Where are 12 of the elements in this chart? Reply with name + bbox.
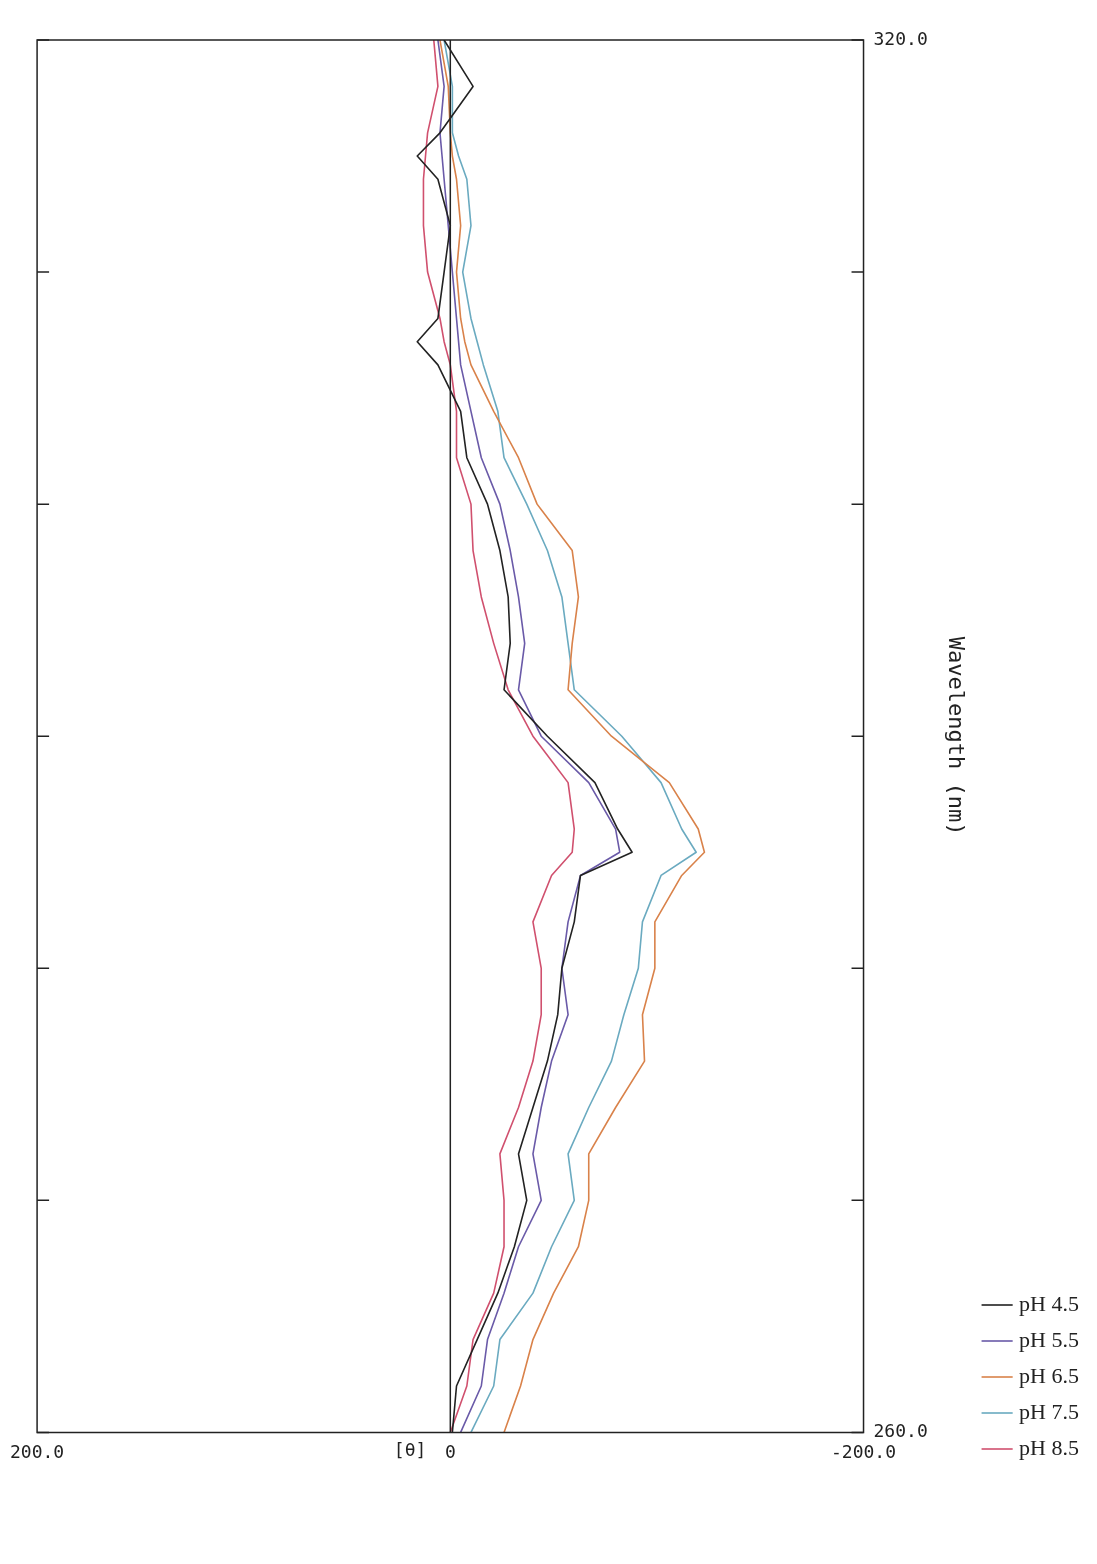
y-tick-label: 320.0 <box>873 27 928 49</box>
legend-label: pH 7.5 <box>1019 1398 1079 1424</box>
x-axis-title: [θ] <box>393 1439 427 1461</box>
y-tick-label: 260.0 <box>873 1420 928 1442</box>
legend-label: pH 5.5 <box>1019 1326 1079 1352</box>
y-axis-title: Wavelength (nm) <box>944 636 970 836</box>
legend-label: pH 4.5 <box>1019 1290 1079 1316</box>
legend-label: pH 8.5 <box>1019 1434 1079 1460</box>
x-tick-label: 0 <box>444 1440 456 1462</box>
x-tick-label: -200.0 <box>831 1440 897 1462</box>
legend-label: pH 6.5 <box>1019 1362 1079 1388</box>
x-tick-label: 200.0 <box>10 1440 65 1462</box>
